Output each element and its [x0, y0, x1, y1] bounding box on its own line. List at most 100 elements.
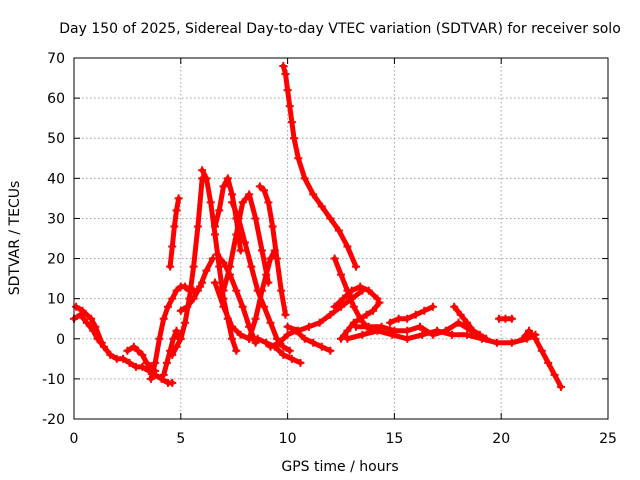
series-line	[353, 320, 474, 338]
y-axis-label: SDTVAR / TECUs	[7, 181, 23, 296]
data-point	[266, 342, 275, 351]
data-point	[285, 102, 294, 111]
data-point	[428, 330, 437, 339]
data-point	[208, 254, 217, 263]
series-track-15	[255, 182, 290, 319]
data-point	[176, 306, 185, 315]
data-point	[228, 334, 237, 343]
data-point	[330, 254, 339, 263]
data-point	[386, 318, 395, 327]
data-point	[172, 286, 181, 295]
data-point	[245, 190, 254, 199]
data-point	[213, 250, 222, 259]
data-point	[369, 306, 378, 315]
data-point	[281, 70, 290, 79]
data-point	[172, 342, 181, 351]
data-point	[157, 374, 166, 383]
y-tick-label: 70	[47, 51, 65, 67]
data-point	[337, 270, 345, 279]
series-track-17	[266, 326, 335, 355]
y-tick-label: 10	[47, 292, 65, 308]
x-tick-label: 15	[385, 431, 403, 447]
x-tick-label: 10	[279, 431, 297, 447]
data-point	[232, 286, 241, 295]
data-point	[223, 174, 232, 183]
series-track-22	[330, 282, 382, 311]
series-track-13	[219, 190, 273, 295]
data-point	[236, 330, 245, 339]
data-point	[334, 226, 343, 235]
data-point	[275, 338, 284, 347]
data-point	[264, 198, 273, 207]
series-track-28	[518, 326, 566, 391]
data-point	[475, 330, 484, 339]
series-track-24	[351, 318, 476, 339]
data-point	[266, 318, 275, 327]
data-point	[257, 246, 266, 255]
data-point	[300, 334, 309, 343]
data-point	[416, 322, 425, 331]
data-point	[287, 354, 296, 363]
data-point	[170, 222, 179, 231]
data-point	[138, 362, 147, 371]
data-point	[181, 318, 190, 327]
data-point	[518, 334, 527, 343]
data-point	[349, 318, 358, 327]
data-point	[215, 206, 224, 215]
data-point	[557, 382, 566, 391]
data-point	[206, 198, 215, 207]
series-track-2	[72, 302, 106, 347]
data-point	[441, 326, 450, 335]
data-point	[72, 302, 81, 311]
series-line	[332, 284, 380, 310]
data-point	[531, 334, 540, 343]
data-point	[544, 358, 553, 367]
data-point	[279, 342, 288, 351]
data-point	[142, 358, 151, 367]
data-point	[163, 302, 172, 311]
data-point	[155, 334, 164, 343]
data-point	[251, 338, 260, 347]
data-point	[290, 134, 299, 143]
data-point	[390, 326, 399, 335]
chart-title: Day 150 of 2025, Sidereal Day-to-day VTE…	[59, 21, 621, 37]
series-track-27	[495, 314, 516, 323]
y-tick-label: -20	[42, 412, 65, 428]
y-tick-label: 50	[47, 131, 65, 147]
data-point	[343, 326, 352, 335]
data-point	[202, 174, 211, 183]
data-point	[283, 86, 292, 95]
y-tick-label: 0	[56, 332, 65, 348]
data-point	[215, 262, 224, 271]
data-point	[326, 214, 335, 223]
data-point	[106, 350, 115, 359]
series-track-1	[70, 310, 177, 387]
data-point	[189, 294, 198, 303]
y-tick-label: 60	[47, 91, 65, 107]
data-point	[377, 322, 386, 331]
data-point	[448, 330, 457, 339]
data-point	[251, 214, 260, 223]
data-point	[168, 242, 177, 251]
data-point	[189, 262, 198, 271]
data-point	[403, 334, 412, 343]
data-point	[283, 330, 292, 339]
data-point	[358, 330, 367, 339]
series-line	[221, 191, 271, 294]
x-tick-label: 20	[492, 431, 510, 447]
data-point	[524, 326, 533, 335]
plot-frame	[73, 57, 609, 420]
data-point	[196, 282, 205, 291]
data-point	[219, 302, 228, 311]
x-tick-label: 25	[599, 431, 617, 447]
data-point	[78, 306, 87, 315]
series-track-7	[166, 194, 183, 271]
data-point	[300, 174, 309, 183]
data-point	[309, 190, 318, 199]
data-point	[238, 198, 247, 207]
data-point	[210, 278, 219, 287]
data-point	[260, 186, 269, 195]
data-point	[162, 358, 171, 367]
data-point	[411, 310, 420, 319]
